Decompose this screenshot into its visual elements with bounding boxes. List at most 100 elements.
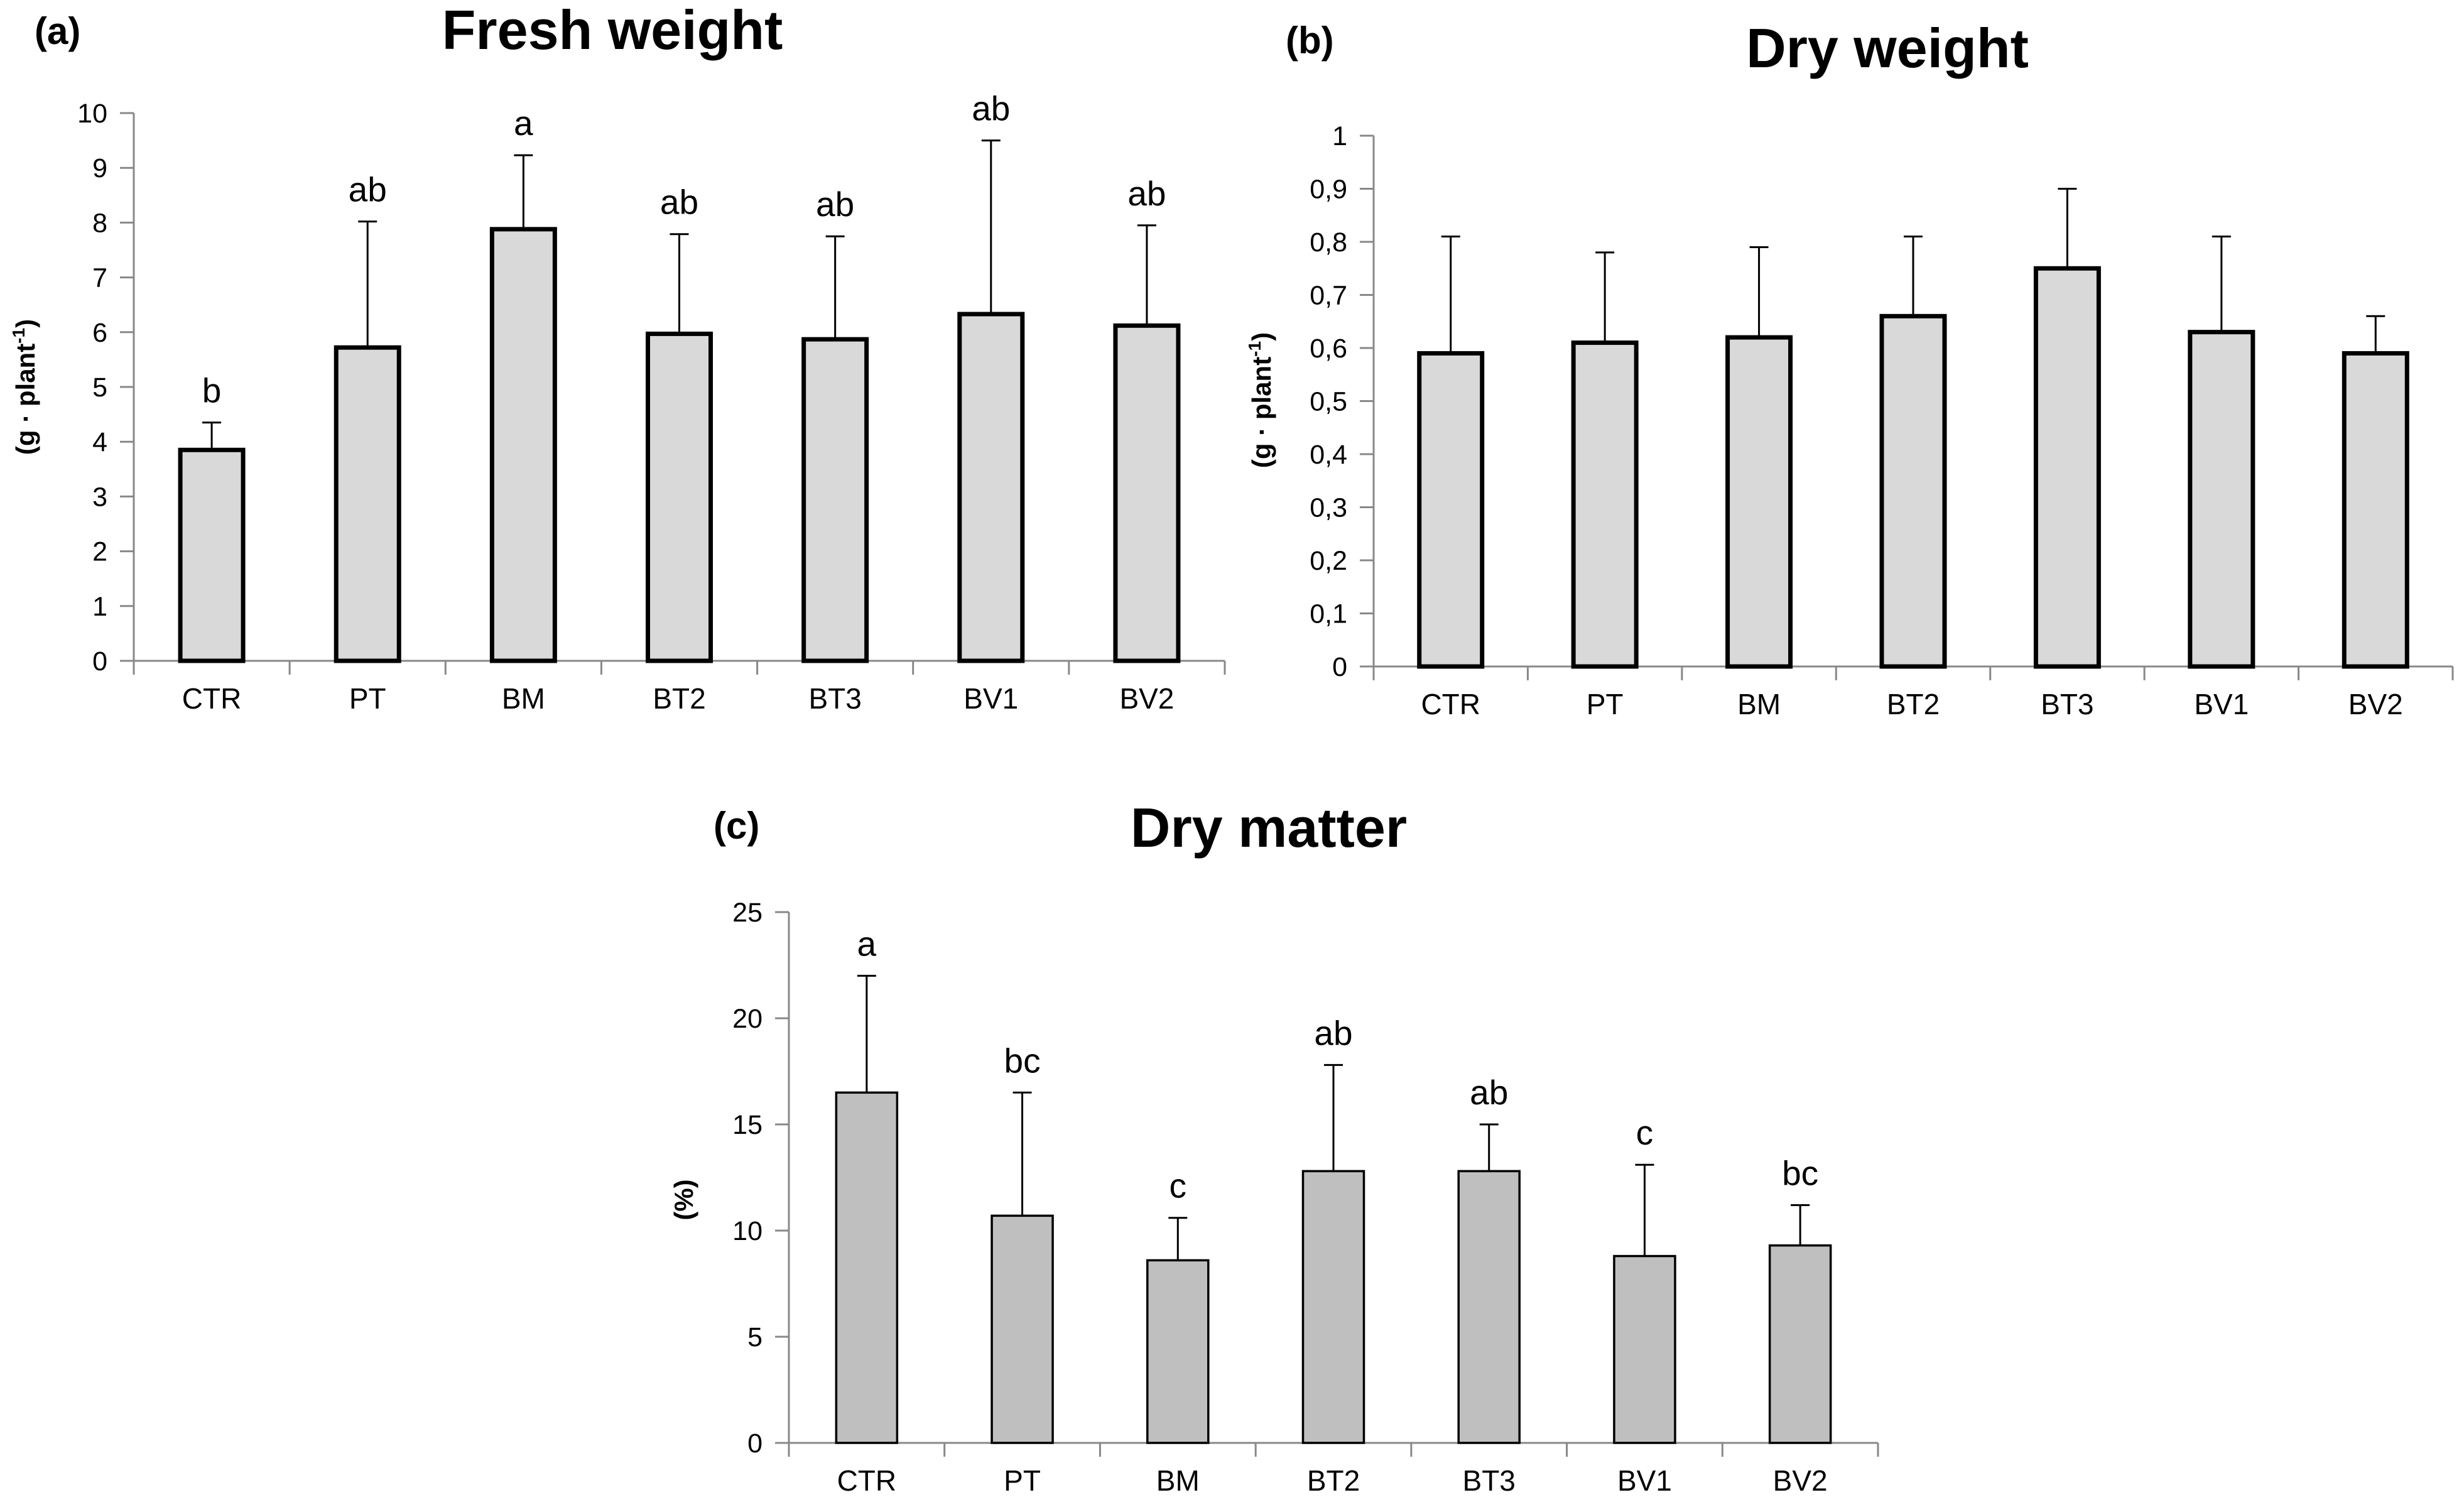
y-tick-label: 0,7 [1310,281,1347,311]
bar-bv1 [1613,1254,1676,1444]
significance-letter: a [857,924,877,963]
y-tick-label: 0,5 [1310,387,1347,417]
significance-letter: ab [1314,1013,1352,1052]
x-tick-label: BV2 [1119,682,1174,715]
y-tick-label: 5 [92,373,107,403]
significance-letter: bc [1004,1041,1041,1080]
bar-bt2 [1879,313,1947,669]
y-axis-label-close: ) [11,319,40,328]
y-tick-label: 20 [732,1004,763,1034]
y-tick-label: 0,1 [1310,599,1347,629]
y-tick-label: 0,2 [1310,546,1347,576]
bar-bm [1725,335,1793,669]
y-axis-label-close: ) [1247,332,1276,341]
y-tick-label: 3 [92,482,107,512]
bar-bt3 [801,337,869,663]
y-tick-label: 1 [1332,121,1347,151]
significance-letter: ab [1127,174,1166,213]
chart-panel-c: (c) Dry matter (%) 0 5 10 15 20 25 a CTR bc PT c BM ab B… [669,797,1879,1497]
x-tick-label: CTR [182,682,242,715]
significance-letter: b [202,371,222,410]
y-tick-label: 0 [747,1428,763,1459]
y-tick-label: 0,4 [1310,440,1347,470]
chart-panel-a: (a) Fresh weight (g · plant-1) 0 1 2 3 4 5 6 7 8 9 10… [9,0,1226,715]
significance-letter: bc [1782,1153,1818,1192]
x-tick-label: PT [1004,1464,1041,1497]
significance-letter: ab [1470,1073,1508,1112]
y-axis-label-text: (%) [669,1179,698,1220]
bar-bv1 [2188,330,2255,669]
bar-bt2 [1301,1170,1365,1444]
y-tick-label: 7 [92,263,107,293]
x-tick-label: BM [1156,1464,1200,1497]
significance-letter: c [1170,1167,1187,1205]
y-tick-label: 0 [1332,652,1347,682]
y-tick-label: 1 [92,592,107,622]
x-tick-label: BV1 [963,682,1018,715]
x-tick-label: CTR [837,1464,897,1497]
x-tick-label: CTR [1421,688,1480,721]
bar-bt3 [2033,266,2101,669]
x-tick-label: BV1 [2194,688,2249,721]
bar-bm [489,227,557,663]
bar-ctr [1417,351,1485,669]
y-axis-label-superscript: -1 [1245,341,1264,357]
y-tick-label: 10 [77,99,107,129]
chart-title: Fresh weight [442,0,783,61]
y-axis-label-superscript: -1 [9,328,28,344]
x-tick-label: BV2 [2348,688,2403,721]
bar-bv2 [1113,323,1181,663]
y-tick-label: 6 [92,318,107,348]
y-tick-label: 0 [92,646,107,677]
x-tick-label: BM [502,682,545,715]
y-tick-label: 0,3 [1310,493,1347,523]
bar-ctr [178,447,246,663]
x-tick-label: BT3 [1463,1464,1516,1497]
bar-bv2 [2342,351,2409,669]
chart-title: Dry weight [1746,17,2029,79]
y-axis-label: (%) [669,1179,698,1220]
y-tick-label: 0,8 [1310,227,1347,258]
x-tick-label: BV1 [1617,1464,1672,1497]
x-tick-label: BT3 [808,682,861,715]
bar-bt3 [1457,1170,1521,1444]
y-axis-label: (g · plant-1) [9,319,40,455]
significance-letter: ab [660,183,698,222]
y-tick-label: 8 [92,208,107,238]
bar-pt [1571,340,1639,669]
x-tick-label: BT2 [1887,688,1940,721]
panel-label: (b) [1286,19,1334,62]
y-tick-label: 15 [732,1110,763,1140]
y-tick-label: 25 [732,898,763,928]
significance-letter: ab [972,89,1010,128]
y-tick-label: 2 [92,537,107,567]
significance-letter: c [1636,1113,1654,1152]
y-tick-label: 0,9 [1310,175,1347,205]
y-axis-label: (g · plant-1) [1245,332,1276,468]
bar-ctr [835,1091,899,1444]
x-tick-label: BT2 [1307,1464,1360,1497]
bar-pt [334,345,401,663]
x-tick-label: PT [1587,688,1624,721]
y-tick-label: 5 [747,1322,763,1352]
bar-bt2 [646,331,713,663]
panel-label: (a) [35,10,80,52]
panel-label: (c) [714,805,759,847]
x-tick-label: PT [349,682,386,715]
bar-pt [990,1214,1054,1444]
y-tick-label: 4 [92,427,107,457]
x-tick-label: BV2 [1773,1464,1828,1497]
bar-bm [1146,1259,1210,1444]
bar-bv1 [957,312,1025,663]
y-tick-label: 10 [732,1216,763,1246]
x-tick-label: BT3 [2041,688,2093,721]
y-axis-label-text: (g · plant [11,344,40,455]
x-tick-label: BT2 [653,682,705,715]
significance-letter: a [514,104,533,143]
significance-letter: ab [349,170,387,209]
y-tick-label: 0,6 [1310,334,1347,364]
x-tick-label: BM [1737,688,1781,721]
bar-bv2 [1768,1244,1832,1444]
significance-letter: ab [816,185,854,224]
chart-title: Dry matter [1131,797,1407,859]
